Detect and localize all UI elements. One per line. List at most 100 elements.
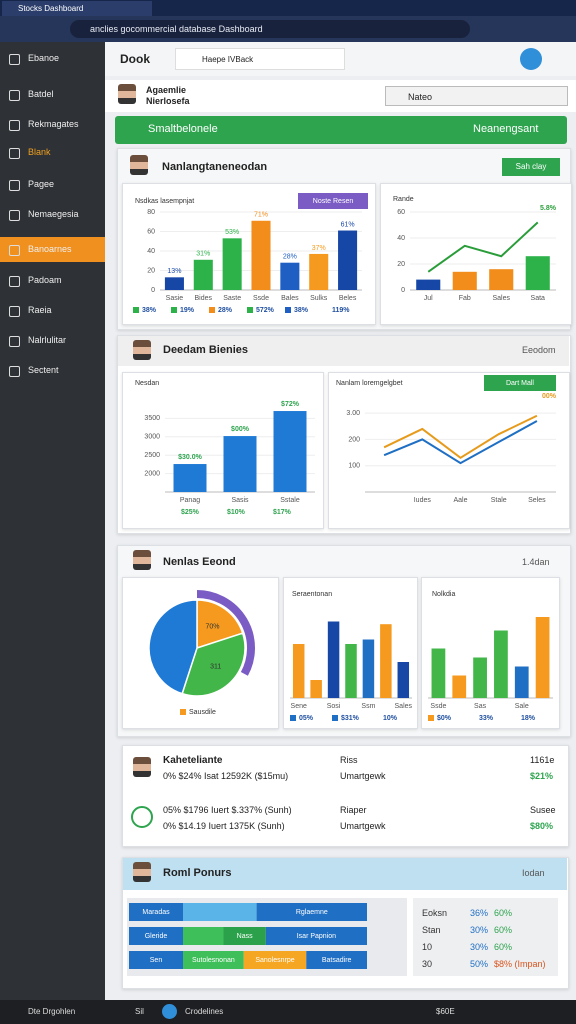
search-field[interactable]: Nateo [385,86,568,106]
x-tick-label: Fab [459,295,471,302]
bar [309,253,329,290]
sidebar-item[interactable]: Ebanoe [28,53,60,63]
sidebar-item[interactable]: Pagee [28,179,55,189]
section-link[interactable]: Eeodom [522,345,556,355]
taskbar-app-label[interactable]: Crodelines [185,1007,224,1016]
url-field[interactable]: anclies gocommercial database Dashboard [70,20,470,38]
legend-label: $31% [341,715,360,722]
legend-label: 33% [479,715,494,722]
bar [338,230,358,290]
bar-annotation: $72% [281,401,300,408]
pie-slice [148,599,198,695]
x-tick-label: Sata [531,295,546,302]
section-link[interactable]: Iodan [522,868,545,878]
avatar [130,155,148,175]
section-link[interactable]: 1.4dan [522,557,550,567]
sidebar-item[interactable]: Banoarnes [28,244,72,254]
slice-label: 70% [206,623,220,630]
table-cell: 50% [470,959,489,969]
profile-button[interactable] [520,48,542,70]
sidebar-item[interactable]: Padoam [28,275,62,285]
chart-card [328,372,570,529]
bar [473,657,487,698]
legend-swatch [180,709,186,715]
sidebar-item[interactable]: Nemaegesia [28,209,79,219]
row-label: Umartgewk [340,821,386,831]
segment-label: Batsadire [322,957,352,964]
banner-link[interactable]: Neanengsant [473,123,539,135]
sidebar-item[interactable]: Sectent [28,365,59,375]
sidebar-item[interactable]: Nalrlulitar [28,335,67,345]
bar [431,648,446,698]
chart-button[interactable] [484,375,556,391]
bar [164,277,184,290]
x-tick-label: Ssde [430,703,446,710]
legend-label: $0% [437,715,452,722]
table-cell: Stan [422,925,441,935]
x-tick-label: Sosi [327,703,341,710]
y-tick-label: 200 [348,436,360,443]
x-tick-label: Seles [528,497,546,504]
x-tick-label: Saste [223,295,241,302]
x-tick-label: Sstale [280,497,300,504]
sidebar-item[interactable]: Blank [28,147,51,157]
table-cell: 30% [470,942,489,952]
legend-swatch [512,715,518,721]
taskbar-app[interactable] [162,1004,177,1019]
legend-swatch [285,307,291,313]
section-button[interactable]: Sah clay [502,158,560,176]
bar [280,262,300,290]
avatar [133,550,151,570]
row-label: Riss [340,755,358,765]
row-label: Riaper [340,805,367,815]
taskbar-text: Dte Drgohlen [28,1007,76,1016]
y-tick-label: 3.00 [346,410,360,417]
bar-segment [243,951,307,969]
slice-label: 311 [210,664,221,671]
bar [310,680,322,698]
bar-segment [256,903,367,921]
page-tab[interactable]: Haepe IVBack [175,48,345,70]
avatar [133,340,151,360]
y-tick-label: 0 [151,287,155,294]
value-label: 37% [312,245,326,252]
x-tick-label: Stale [491,497,507,504]
legend-label: 19% [180,307,195,314]
avatar [133,862,151,882]
bar [193,259,213,290]
row-title: 05% $1796 Iuert $.337% (Sunh) [163,805,292,815]
segment-label: Sutolesnonan [192,957,235,964]
sidebar-icon [9,120,20,131]
banner[interactable] [115,116,567,144]
sidebar-item[interactable]: Batdel [28,89,54,99]
x-tick-label: Panag [180,497,200,504]
y-tick-label: 2500 [144,452,160,459]
y-tick-label: 60 [397,209,405,216]
line [427,221,539,273]
stat-table [413,898,558,976]
bar [327,621,340,698]
legend-swatch [171,307,177,313]
bar [452,271,477,290]
bar [345,644,357,698]
chart-button[interactable] [298,193,368,209]
sidebar-item[interactable]: Raeia [28,305,52,315]
bar [535,617,550,698]
x-tick-label: Ssde [253,295,269,302]
x-tick-label: Bides [195,295,213,302]
table-cell: 60% [494,908,513,918]
chart-title: Nanlam loremgelgbet [336,380,403,387]
bar [251,220,271,290]
line [383,414,538,460]
row-value: $80% [530,821,554,831]
taskbar-text: Sil [135,1007,144,1016]
row-value: $21% [530,771,554,781]
chart-annotation: 5.8% [540,205,557,212]
table-cell: 36% [470,908,489,918]
value-label: 13% [167,268,181,275]
x-tick-label: Ssm [361,703,375,710]
pie-slice [181,632,246,697]
browser-tab[interactable]: Stocks Dashboard [2,1,152,16]
sidebar-item[interactable]: Rekmagates [28,119,79,129]
